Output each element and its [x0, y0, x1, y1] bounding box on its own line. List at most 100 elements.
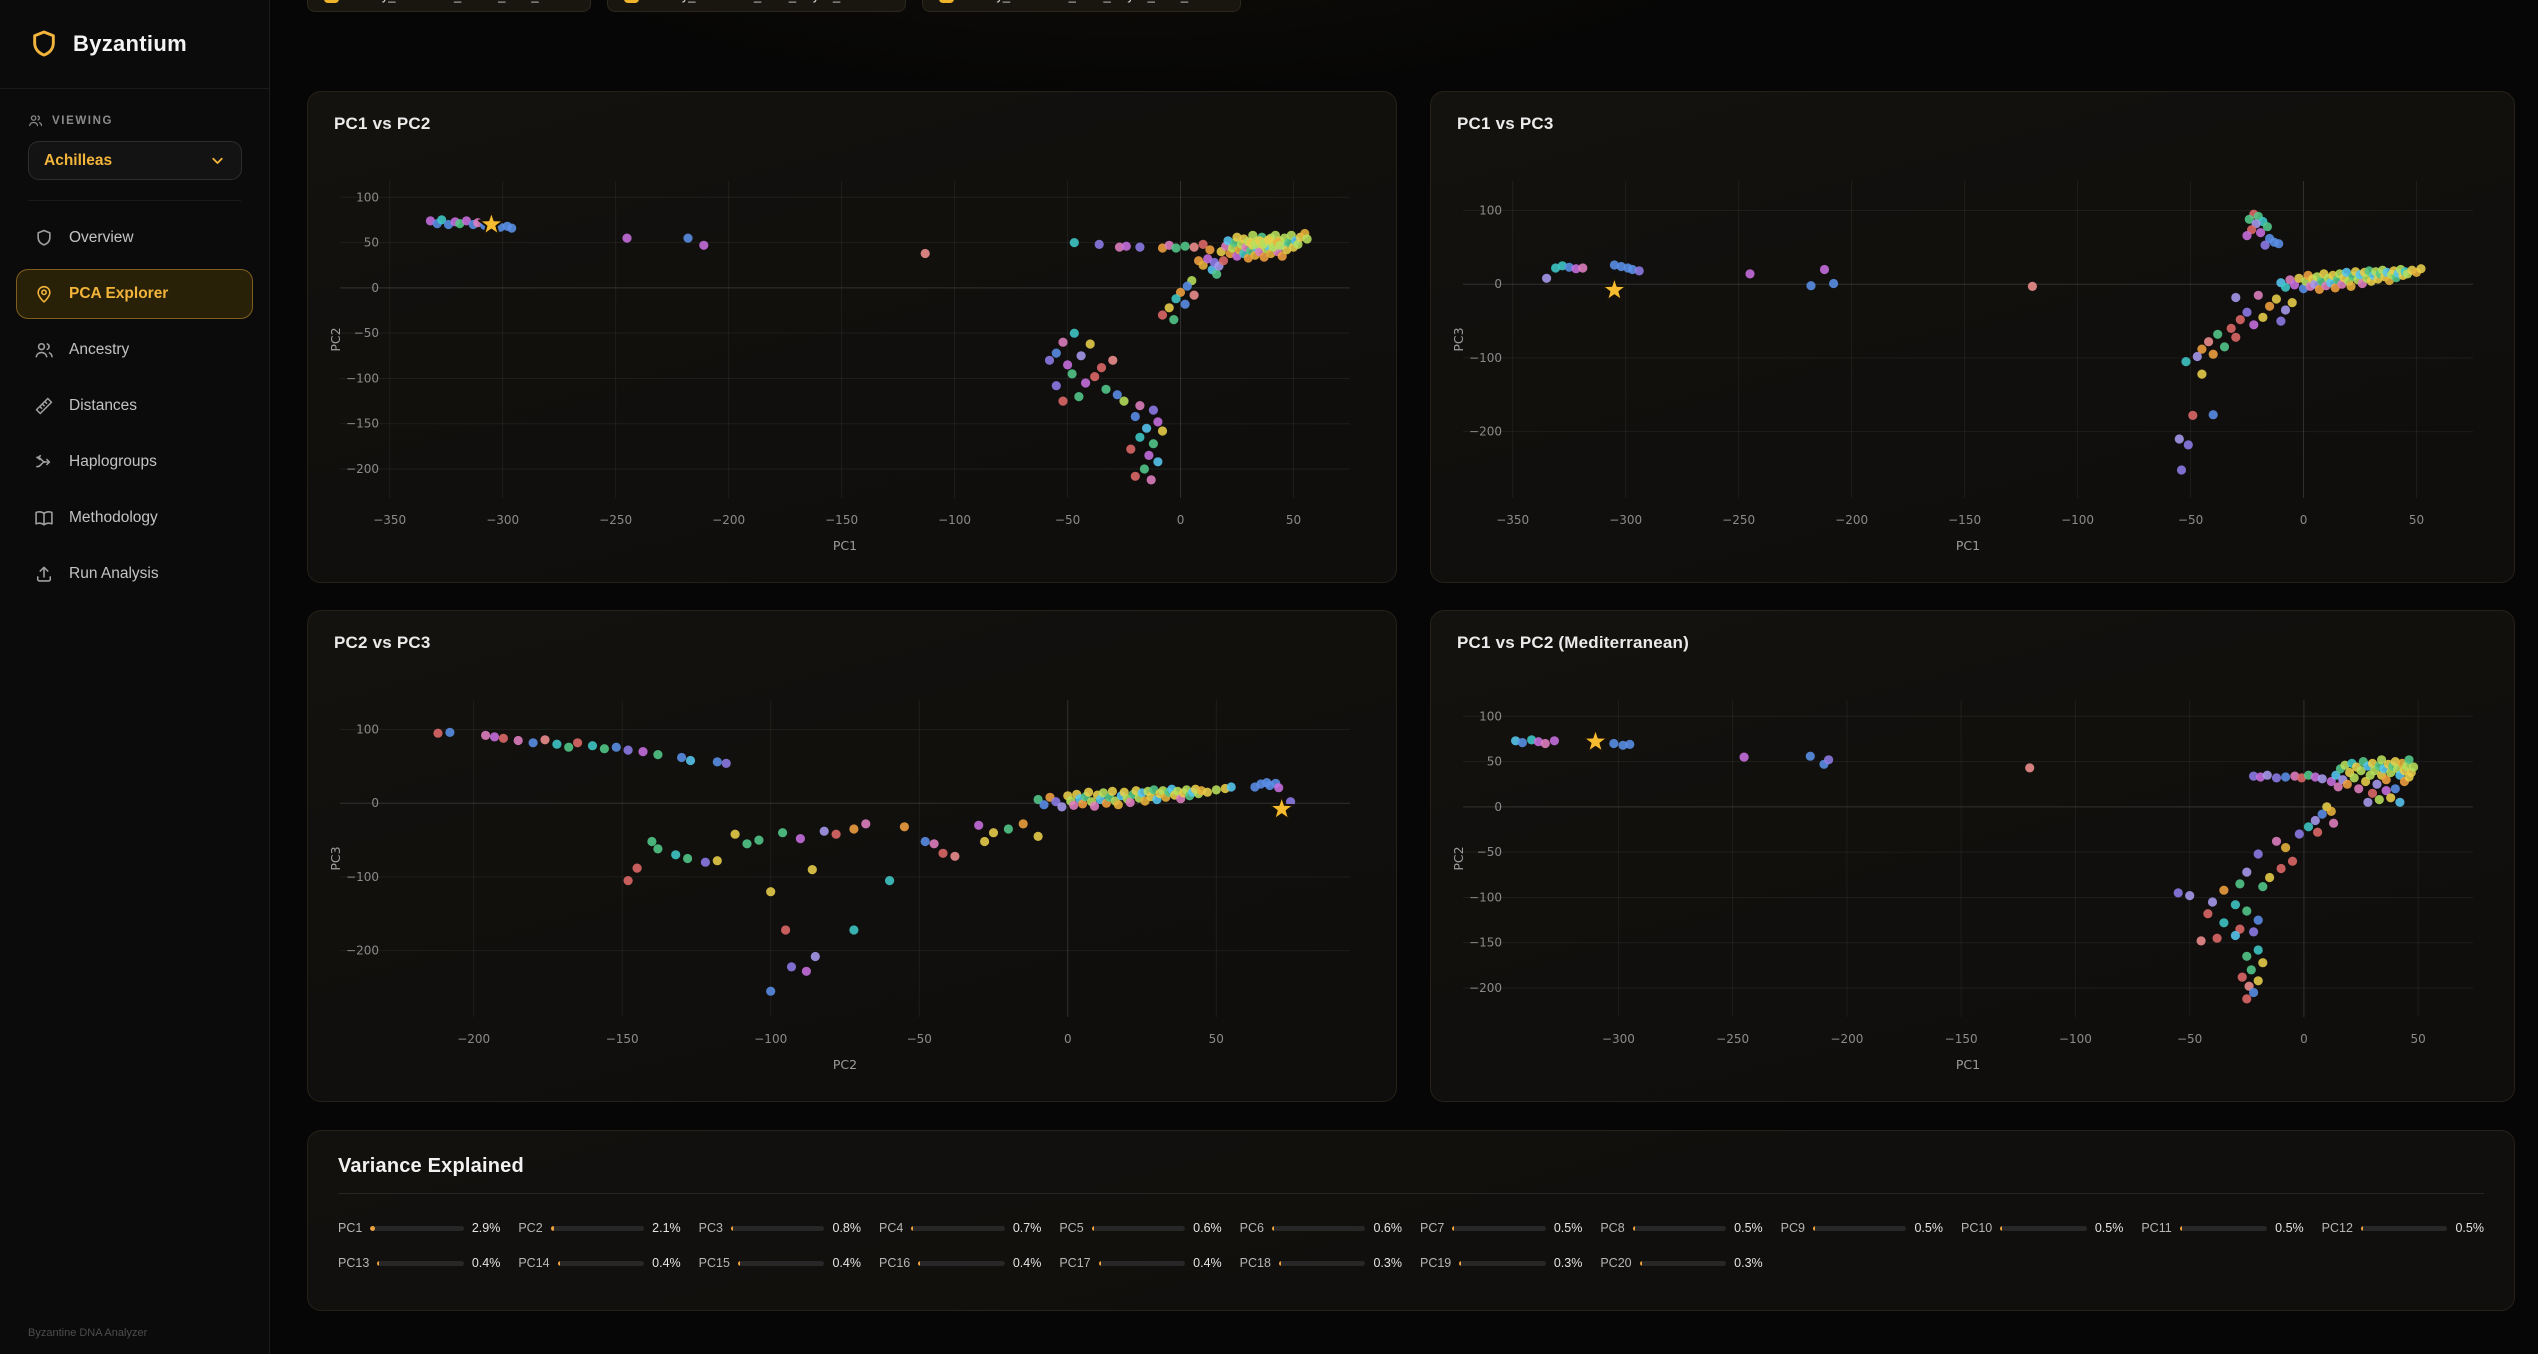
ruler-icon: [35, 397, 53, 415]
scatter-point: [1063, 360, 1073, 370]
scatter-point: [1153, 457, 1163, 467]
population-chip[interactable]: Turkey_Southeast_Titris_Hoyuk_EBA.AG: [606, 0, 906, 12]
scatter-point: [1044, 355, 1055, 365]
scatter-point: [1153, 417, 1163, 427]
scatter-point: [781, 925, 791, 935]
y-tick-label: 0: [1494, 800, 1502, 814]
scatter-point: [1018, 819, 1028, 829]
variance-bar-track: [550, 1225, 645, 1231]
panel-title: PC2 vs PC3: [334, 633, 431, 652]
scatter-point: [2289, 280, 2300, 290]
sidebar-item-label: PCA Explorer: [69, 285, 169, 302]
population-chip[interactable]: Turkey_Southeast_Titris_Hoyuk_EBA_IC.AG: [921, 0, 1241, 12]
panel-pc1-vs-pc2: PC1 vs PC2 −350 −300 −250 −200 −150 −100 −50 0 50…: [307, 91, 1397, 583]
variance-bar-fill: [918, 1260, 921, 1266]
viewing-section: VIEWING Achilleas: [0, 89, 269, 201]
profile-select[interactable]: Achilleas: [28, 141, 242, 180]
variance-item-pc6: PC6 0.6%: [1240, 1218, 1402, 1238]
scatter-point: [1745, 269, 1755, 279]
variance-item-pc16: PC16 0.4%: [879, 1253, 1041, 1273]
sidebar-divider: [28, 200, 241, 201]
scatter-point: [1085, 339, 1095, 349]
y-tick-label: −200: [1469, 425, 1502, 439]
variance-item-pc5: PC5 0.6%: [1059, 1218, 1221, 1238]
scatter-point: [2219, 918, 2229, 928]
scatter-point: [1189, 290, 1199, 300]
scatter-point: [2258, 882, 2268, 892]
scatter-point: [795, 834, 805, 844]
scatter-point: [700, 857, 710, 867]
scatter-chart-pc1-vs-pc2[interactable]: −350 −300 −250 −200 −150 −100 −50 0 50 100 50 0 −50 −…: [330, 136, 1370, 580]
scatter-point: [540, 735, 550, 745]
variance-pc-value: 0.3%: [1373, 1256, 1402, 1270]
sidebar-item-run-analysis[interactable]: Run Analysis: [16, 549, 253, 599]
scatter-point: [2326, 806, 2336, 816]
variance-bar-track: [918, 1260, 1005, 1266]
panel-pc2-vs-pc3: PC2 vs PC3 −200 −150 −100 −50 0 50 100 0 −100 −200…: [307, 610, 1397, 1102]
y-tick-label: 50: [1487, 755, 1502, 769]
x-tick-label: −250: [1722, 513, 1755, 527]
population-chip[interactable]: Turkey_Southeast_Sirnak_EBA_IC.AG: [307, 0, 591, 12]
sidebar-item-ancestry[interactable]: Ancestry: [16, 325, 253, 375]
scatter-point: [2242, 951, 2252, 961]
sidebar-item-haplogroups[interactable]: Haplogroups: [16, 437, 253, 487]
variance-item-pc12: PC12 0.5%: [2322, 1218, 2484, 1238]
scatter-point: [899, 822, 910, 832]
variance-item-pc10: PC10 0.5%: [1961, 1218, 2123, 1238]
scatter-point: [2329, 818, 2339, 828]
variance-pc-value: 0.5%: [2094, 1221, 2124, 1235]
scatter-point: [2404, 772, 2414, 782]
scatter-point: [1139, 464, 1149, 474]
sidebar-item-overview[interactable]: Overview: [16, 213, 253, 263]
checkbox-checked-icon[interactable]: [623, 0, 639, 3]
x-tick-label: −50: [2178, 513, 2203, 527]
x-tick-label: 50: [2411, 1032, 2426, 1046]
scatter-point: [2303, 822, 2314, 832]
variance-item-pc13: PC13 0.4%: [338, 1253, 500, 1273]
scatter-point: [1157, 310, 1168, 320]
variance-pc-label: PC3: [698, 1221, 723, 1235]
scatter-point: [528, 738, 538, 748]
y-tick-label: −50: [1477, 845, 1502, 859]
scatter-point: [1182, 281, 1192, 291]
variance-pc-label: PC17: [1059, 1256, 1091, 1270]
scatter-point: [1119, 396, 1129, 406]
variance-item-pc19: PC19 0.3%: [1420, 1253, 1582, 1273]
route-icon: [36, 454, 51, 468]
scatter-point: [1571, 264, 1581, 274]
scatter-chart-pc2-vs-pc3[interactable]: −200 −150 −100 −50 0 50 100 0 −100 −200 PC2 PC3: [330, 655, 1370, 1099]
scatter-point: [2317, 809, 2327, 819]
variance-bar-fill: [557, 1260, 560, 1266]
sidebar-item-methodology[interactable]: Methodology: [16, 493, 253, 543]
scatter-point: [513, 735, 523, 746]
y-tick-label: 100: [356, 190, 379, 204]
scatter-point: [1078, 799, 1088, 809]
variance-pc-label: PC19: [1419, 1256, 1452, 1270]
scatter-chart-pc1-vs-pc3[interactable]: −350 −300 −250 −200 −150 −100 −50 0 50 100 0 −100 −2…: [1453, 136, 2493, 580]
scatter-point: [2280, 305, 2291, 315]
scatter-point: [1171, 243, 1181, 253]
sidebar-item-distances[interactable]: Distances: [16, 381, 253, 431]
checkbox-checked-icon[interactable]: [938, 0, 954, 3]
checkbox-checked-icon[interactable]: [324, 0, 339, 3]
variance-item-pc4: PC4 0.7%: [879, 1218, 1041, 1238]
scatter-point: [2219, 885, 2229, 895]
scatter-point: [2381, 775, 2391, 785]
scatter-point: [819, 826, 829, 836]
scatter-point: [2249, 927, 2259, 937]
scatter-point: [2253, 915, 2263, 925]
scatter-point: [1171, 294, 1181, 304]
variance-item-pc18: PC18 0.3%: [1240, 1253, 1402, 1273]
scatter-point: [489, 732, 500, 742]
scatter-point: [2231, 332, 2241, 342]
sidebar-item-pca-explorer[interactable]: PCA Explorer: [16, 269, 253, 319]
variance-pc-value: 2.9%: [471, 1221, 501, 1235]
variance-item-pc2: PC2 2.1%: [518, 1218, 680, 1238]
scatter-point: [1212, 269, 1222, 279]
scatter-point: [1126, 444, 1136, 454]
variance-pc-value: 0.5%: [1553, 1221, 1583, 1235]
scatter-point: [461, 216, 472, 226]
scatter-chart-pc1-vs-pc2-mediterranean[interactable]: −300 −250 −200 −150 −100 −50 0 50 100 50 0 −50 −100 −…: [1453, 655, 2493, 1099]
x-tick-label: −100: [2061, 513, 2094, 527]
variance-bar-fill: [1091, 1225, 1094, 1231]
